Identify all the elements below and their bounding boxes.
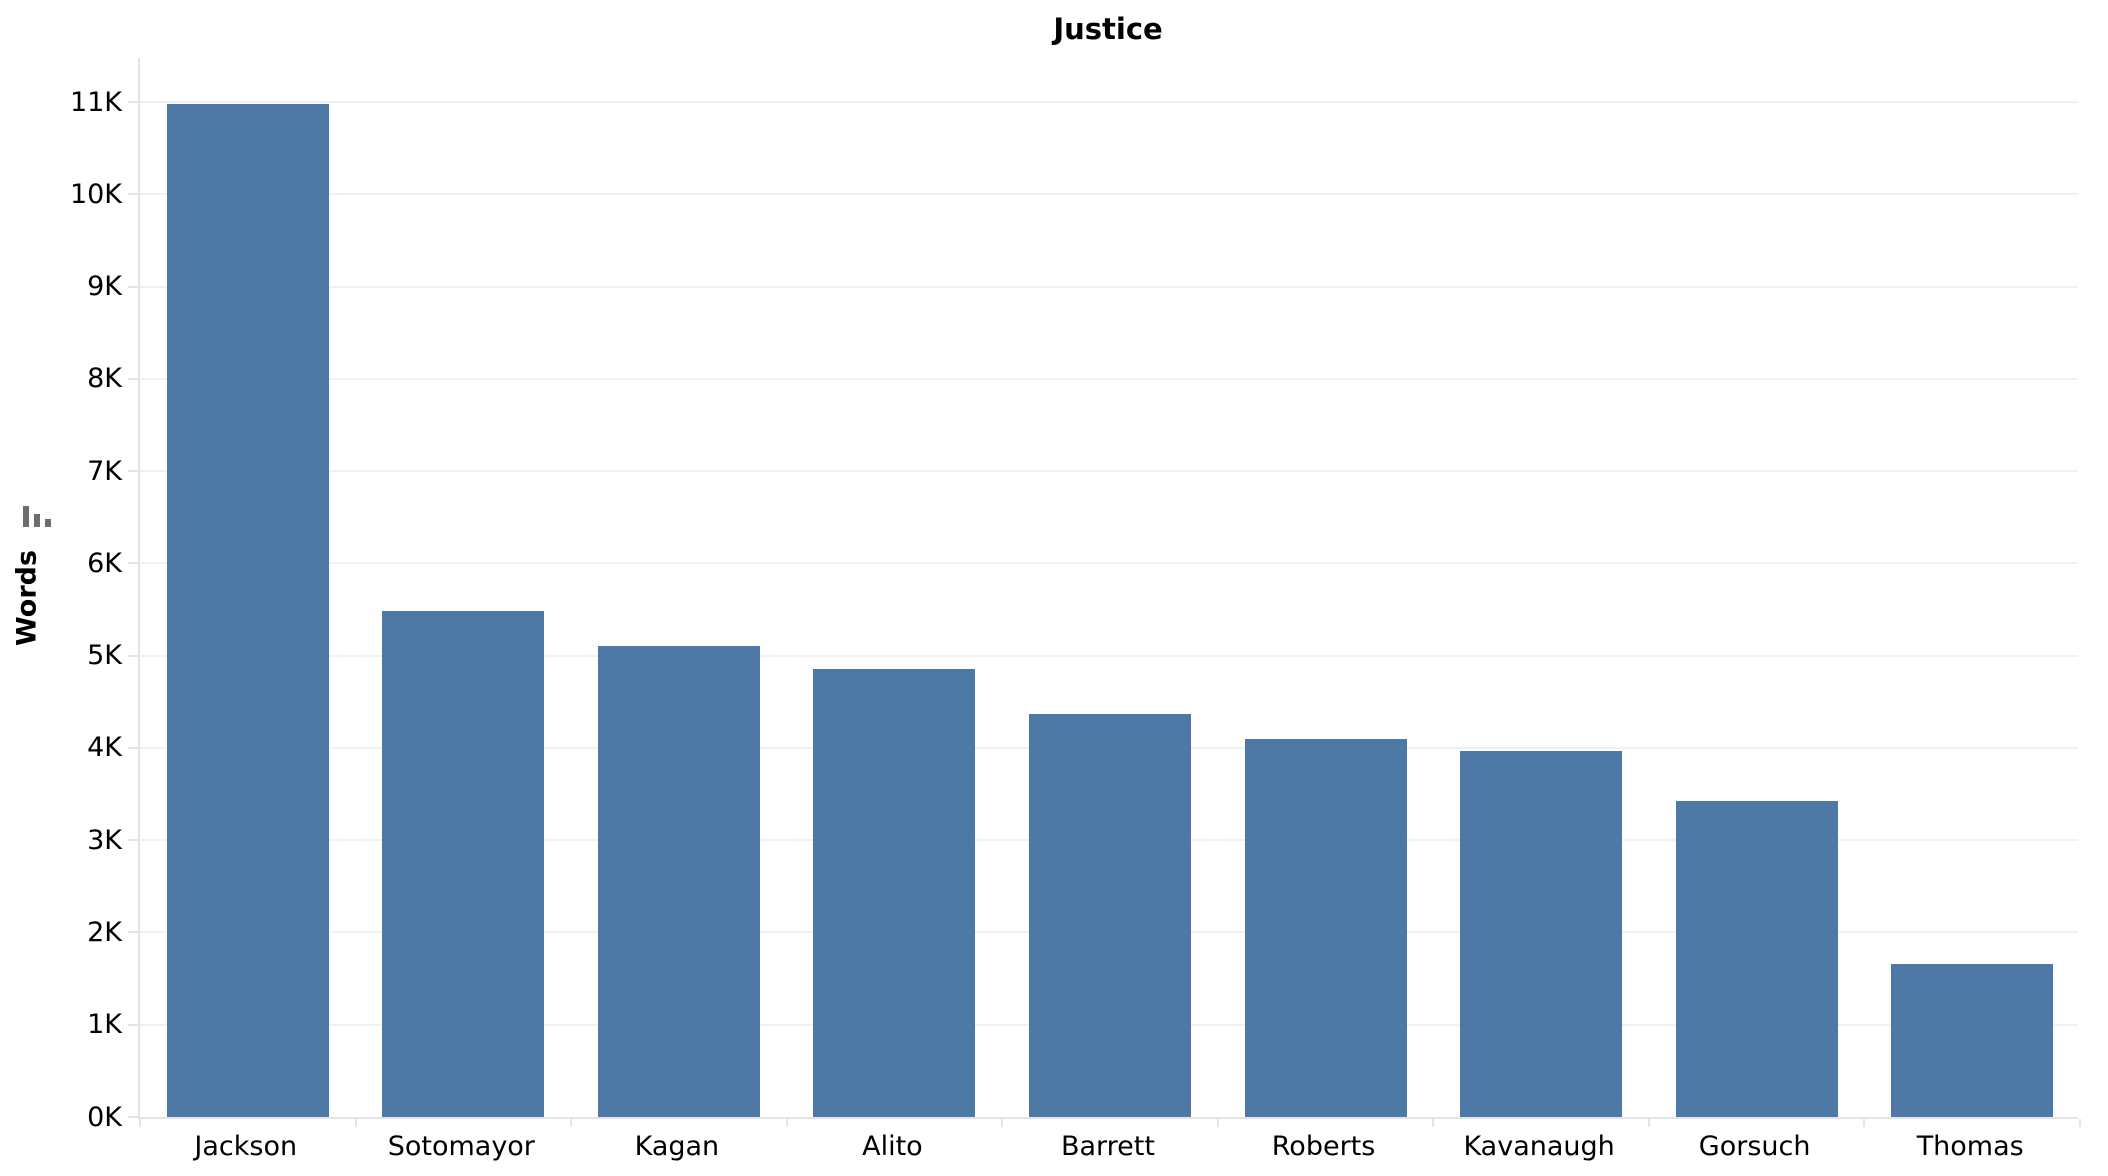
x-tick-label-roberts: Roberts bbox=[1271, 1131, 1376, 1162]
sort-descending-icon[interactable] bbox=[23, 506, 51, 527]
y-axis-tick bbox=[128, 285, 140, 288]
bar-kavanaugh[interactable] bbox=[1460, 750, 1623, 1117]
y-tick-label: 7K bbox=[87, 455, 122, 487]
x-tick-label-sotomayor: Sotomayor bbox=[387, 1131, 535, 1162]
x-tick-label-gorsuch: Gorsuch bbox=[1698, 1131, 1811, 1162]
x-axis-tick bbox=[354, 1119, 357, 1127]
bar-jackson[interactable] bbox=[166, 103, 329, 1117]
x-axis-tick bbox=[1216, 1119, 1219, 1127]
x-tick-label-thomas: Thomas bbox=[1916, 1131, 2024, 1162]
x-axis-tick bbox=[139, 1119, 141, 1127]
y-axis-tick bbox=[128, 377, 140, 380]
bar-barrett[interactable] bbox=[1029, 713, 1191, 1117]
gridline bbox=[140, 654, 2078, 657]
y-axis-tick bbox=[128, 654, 140, 657]
y-axis-tick bbox=[128, 839, 140, 842]
y-axis-tick bbox=[128, 1023, 140, 1026]
sort-icon-bar bbox=[34, 514, 40, 527]
y-tick-label: 5K bbox=[87, 640, 122, 672]
bar-roberts[interactable] bbox=[1244, 738, 1407, 1117]
y-tick-label: 4K bbox=[87, 732, 122, 764]
x-axis-tick bbox=[2079, 1119, 2081, 1127]
bar-sotomayor[interactable] bbox=[382, 611, 545, 1117]
y-tick-label: 2K bbox=[87, 916, 122, 948]
gridline bbox=[140, 470, 2078, 473]
bar-kagan[interactable] bbox=[597, 646, 760, 1117]
gridline bbox=[140, 101, 2078, 104]
plot-area: 0K 1K 2K 3K 4K 5K 6K 7K 8K 9K 10K 11K bbox=[70, 58, 2081, 1131]
gridline bbox=[140, 285, 2078, 288]
chart-title: Justice bbox=[1053, 12, 1163, 46]
y-tick-label: 0K bbox=[87, 1101, 122, 1133]
y-axis-tick bbox=[128, 101, 140, 104]
x-tick-label-kagan: Kagan bbox=[634, 1131, 720, 1162]
bar-alito[interactable] bbox=[813, 668, 976, 1117]
y-tick-label: 6K bbox=[87, 547, 122, 579]
x-axis-tick bbox=[1001, 1119, 1004, 1127]
x-axis-tick bbox=[1432, 1119, 1435, 1127]
y-tick-label: 11K bbox=[69, 86, 122, 118]
x-axis-tick bbox=[1647, 1119, 1650, 1127]
y-tick-label: 1K bbox=[87, 1009, 122, 1041]
x-axis-tick bbox=[785, 1119, 788, 1127]
y-axis-tick bbox=[128, 1116, 140, 1118]
y-tick-label: 10K bbox=[69, 178, 122, 210]
y-tick-label: 9K bbox=[87, 271, 122, 303]
y-axis-tick bbox=[128, 470, 140, 473]
y-axis-tick bbox=[128, 193, 140, 196]
gridline bbox=[140, 193, 2078, 196]
y-axis-tick bbox=[128, 931, 140, 934]
x-tick-label-barrett: Barrett bbox=[1060, 1131, 1155, 1162]
x-tick-label-jackson: Jackson bbox=[194, 1131, 298, 1162]
bar-thomas[interactable] bbox=[1891, 963, 2054, 1117]
x-tick-label-kavanaugh: Kavanaugh bbox=[1463, 1131, 1615, 1162]
gridline bbox=[140, 377, 2078, 380]
sort-icon-bar bbox=[23, 506, 29, 527]
x-axis-tick bbox=[1863, 1119, 1866, 1127]
x-tick-label-alito: Alito bbox=[862, 1131, 923, 1162]
y-axis-tick bbox=[128, 746, 140, 749]
bar-gorsuch[interactable] bbox=[1675, 800, 1838, 1117]
sort-icon-bar bbox=[45, 519, 51, 527]
y-axis-tick bbox=[128, 562, 140, 565]
gridline bbox=[140, 562, 2078, 565]
y-tick-label: 8K bbox=[87, 363, 122, 395]
y-tick-label: 3K bbox=[87, 824, 122, 856]
x-axis-tick bbox=[570, 1119, 573, 1127]
